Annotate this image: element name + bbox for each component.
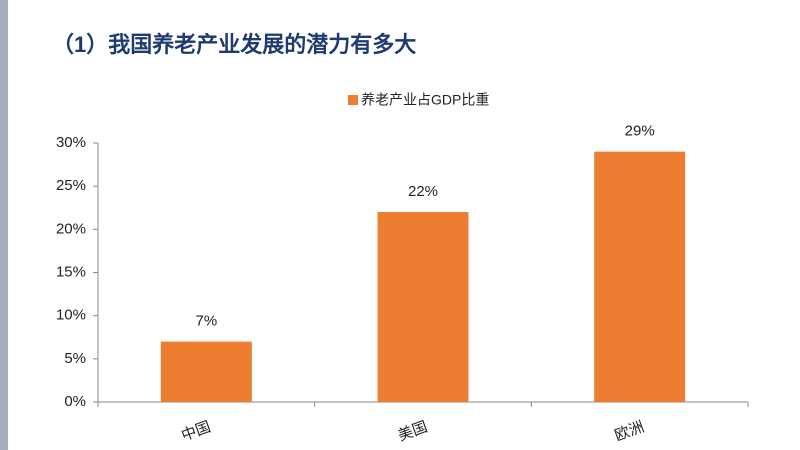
y-tick-label: 10%: [56, 307, 86, 324]
x-tick-label: 欧洲: [612, 418, 646, 444]
x-tick-label: 中国: [179, 418, 213, 444]
x-tick-label: 美国: [396, 418, 430, 444]
bar: [377, 212, 469, 402]
y-tick-label: 30%: [56, 134, 86, 151]
y-tick-label: 15%: [56, 263, 86, 280]
data-label: 7%: [195, 313, 217, 330]
bar: [160, 341, 252, 402]
bar: [594, 151, 686, 402]
data-label: 22%: [408, 183, 438, 200]
y-tick-label: 25%: [56, 177, 86, 194]
y-tick-label: 20%: [56, 220, 86, 237]
y-tick-label: 0%: [64, 393, 86, 410]
legend-label: 养老产业占GDP比重: [361, 92, 489, 108]
side-strip: [0, 0, 8, 450]
data-label: 29%: [625, 123, 655, 140]
legend-swatch: [348, 95, 358, 105]
y-tick-label: 5%: [64, 350, 86, 367]
chart-title: （1）我国养老产业发展的潜力有多大: [52, 32, 416, 57]
